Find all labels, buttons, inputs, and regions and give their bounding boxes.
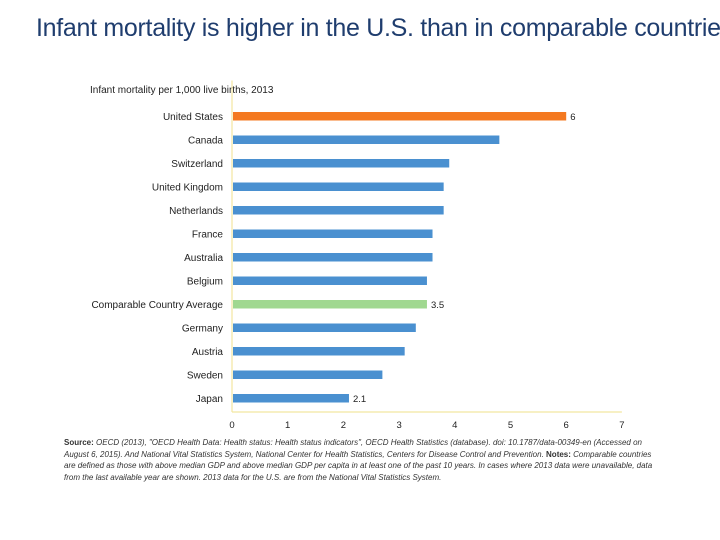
x-tick-label: 2	[341, 420, 346, 431]
x-tick-label: 4	[452, 420, 457, 431]
bar	[233, 206, 444, 215]
category-label: Canada	[188, 135, 223, 146]
category-label: Comparable Country Average	[91, 300, 223, 311]
source-label: Source:	[64, 438, 94, 447]
x-tick-label: 5	[508, 420, 513, 431]
bars-group	[233, 112, 567, 403]
bar	[233, 347, 405, 356]
category-label: Austria	[192, 347, 224, 358]
category-label: France	[192, 229, 224, 240]
x-axis-ticks: 0 1 2 3 4 5 6 7	[229, 420, 624, 431]
category-label: Netherlands	[169, 206, 223, 217]
slide-title: Infant mortality is higher in the U.S. t…	[36, 14, 720, 42]
chart-subtitle: Infant mortality per 1,000 live births, …	[90, 85, 274, 96]
x-tick-label: 1	[285, 420, 290, 431]
bar-chart: Infant mortality per 1,000 live births, …	[90, 80, 625, 431]
x-tick-label: 6	[564, 420, 569, 431]
data-label: 3.5	[431, 300, 444, 311]
x-tick-label: 3	[396, 420, 401, 431]
bar	[233, 229, 433, 238]
bar	[233, 182, 444, 191]
bar	[233, 253, 433, 262]
category-label: Switzerland	[171, 159, 223, 170]
category-label: United Kingdom	[152, 182, 223, 193]
x-tick-label: 7	[619, 420, 624, 431]
category-label: Belgium	[187, 276, 223, 287]
category-label: Germany	[182, 323, 223, 334]
data-label: 2.1	[353, 394, 366, 405]
bar	[233, 323, 416, 332]
bar	[233, 300, 427, 309]
notes-text: Comparable countries are defined as thos…	[64, 449, 653, 482]
category-label: Sweden	[187, 370, 223, 381]
bar	[233, 135, 500, 144]
x-tick-label: 0	[229, 420, 234, 431]
category-label: Australia	[184, 253, 223, 264]
bar	[233, 276, 427, 285]
chart-axes	[231, 80, 622, 413]
data-label: 6	[570, 112, 575, 123]
category-label: United States	[163, 112, 223, 123]
bar	[233, 394, 349, 403]
bar	[233, 159, 450, 168]
bar	[233, 370, 383, 379]
source-note: Source: OECD (2013), "OECD Health Data: …	[64, 437, 664, 483]
notes-label: Notes:	[546, 449, 571, 459]
category-labels: United States 6 Canada Switzerland United Ki…	[91, 112, 575, 405]
source-text: OECD (2013), "OECD Health Data: Health s…	[64, 438, 642, 459]
bar	[233, 112, 567, 121]
category-label: Japan	[196, 394, 223, 405]
